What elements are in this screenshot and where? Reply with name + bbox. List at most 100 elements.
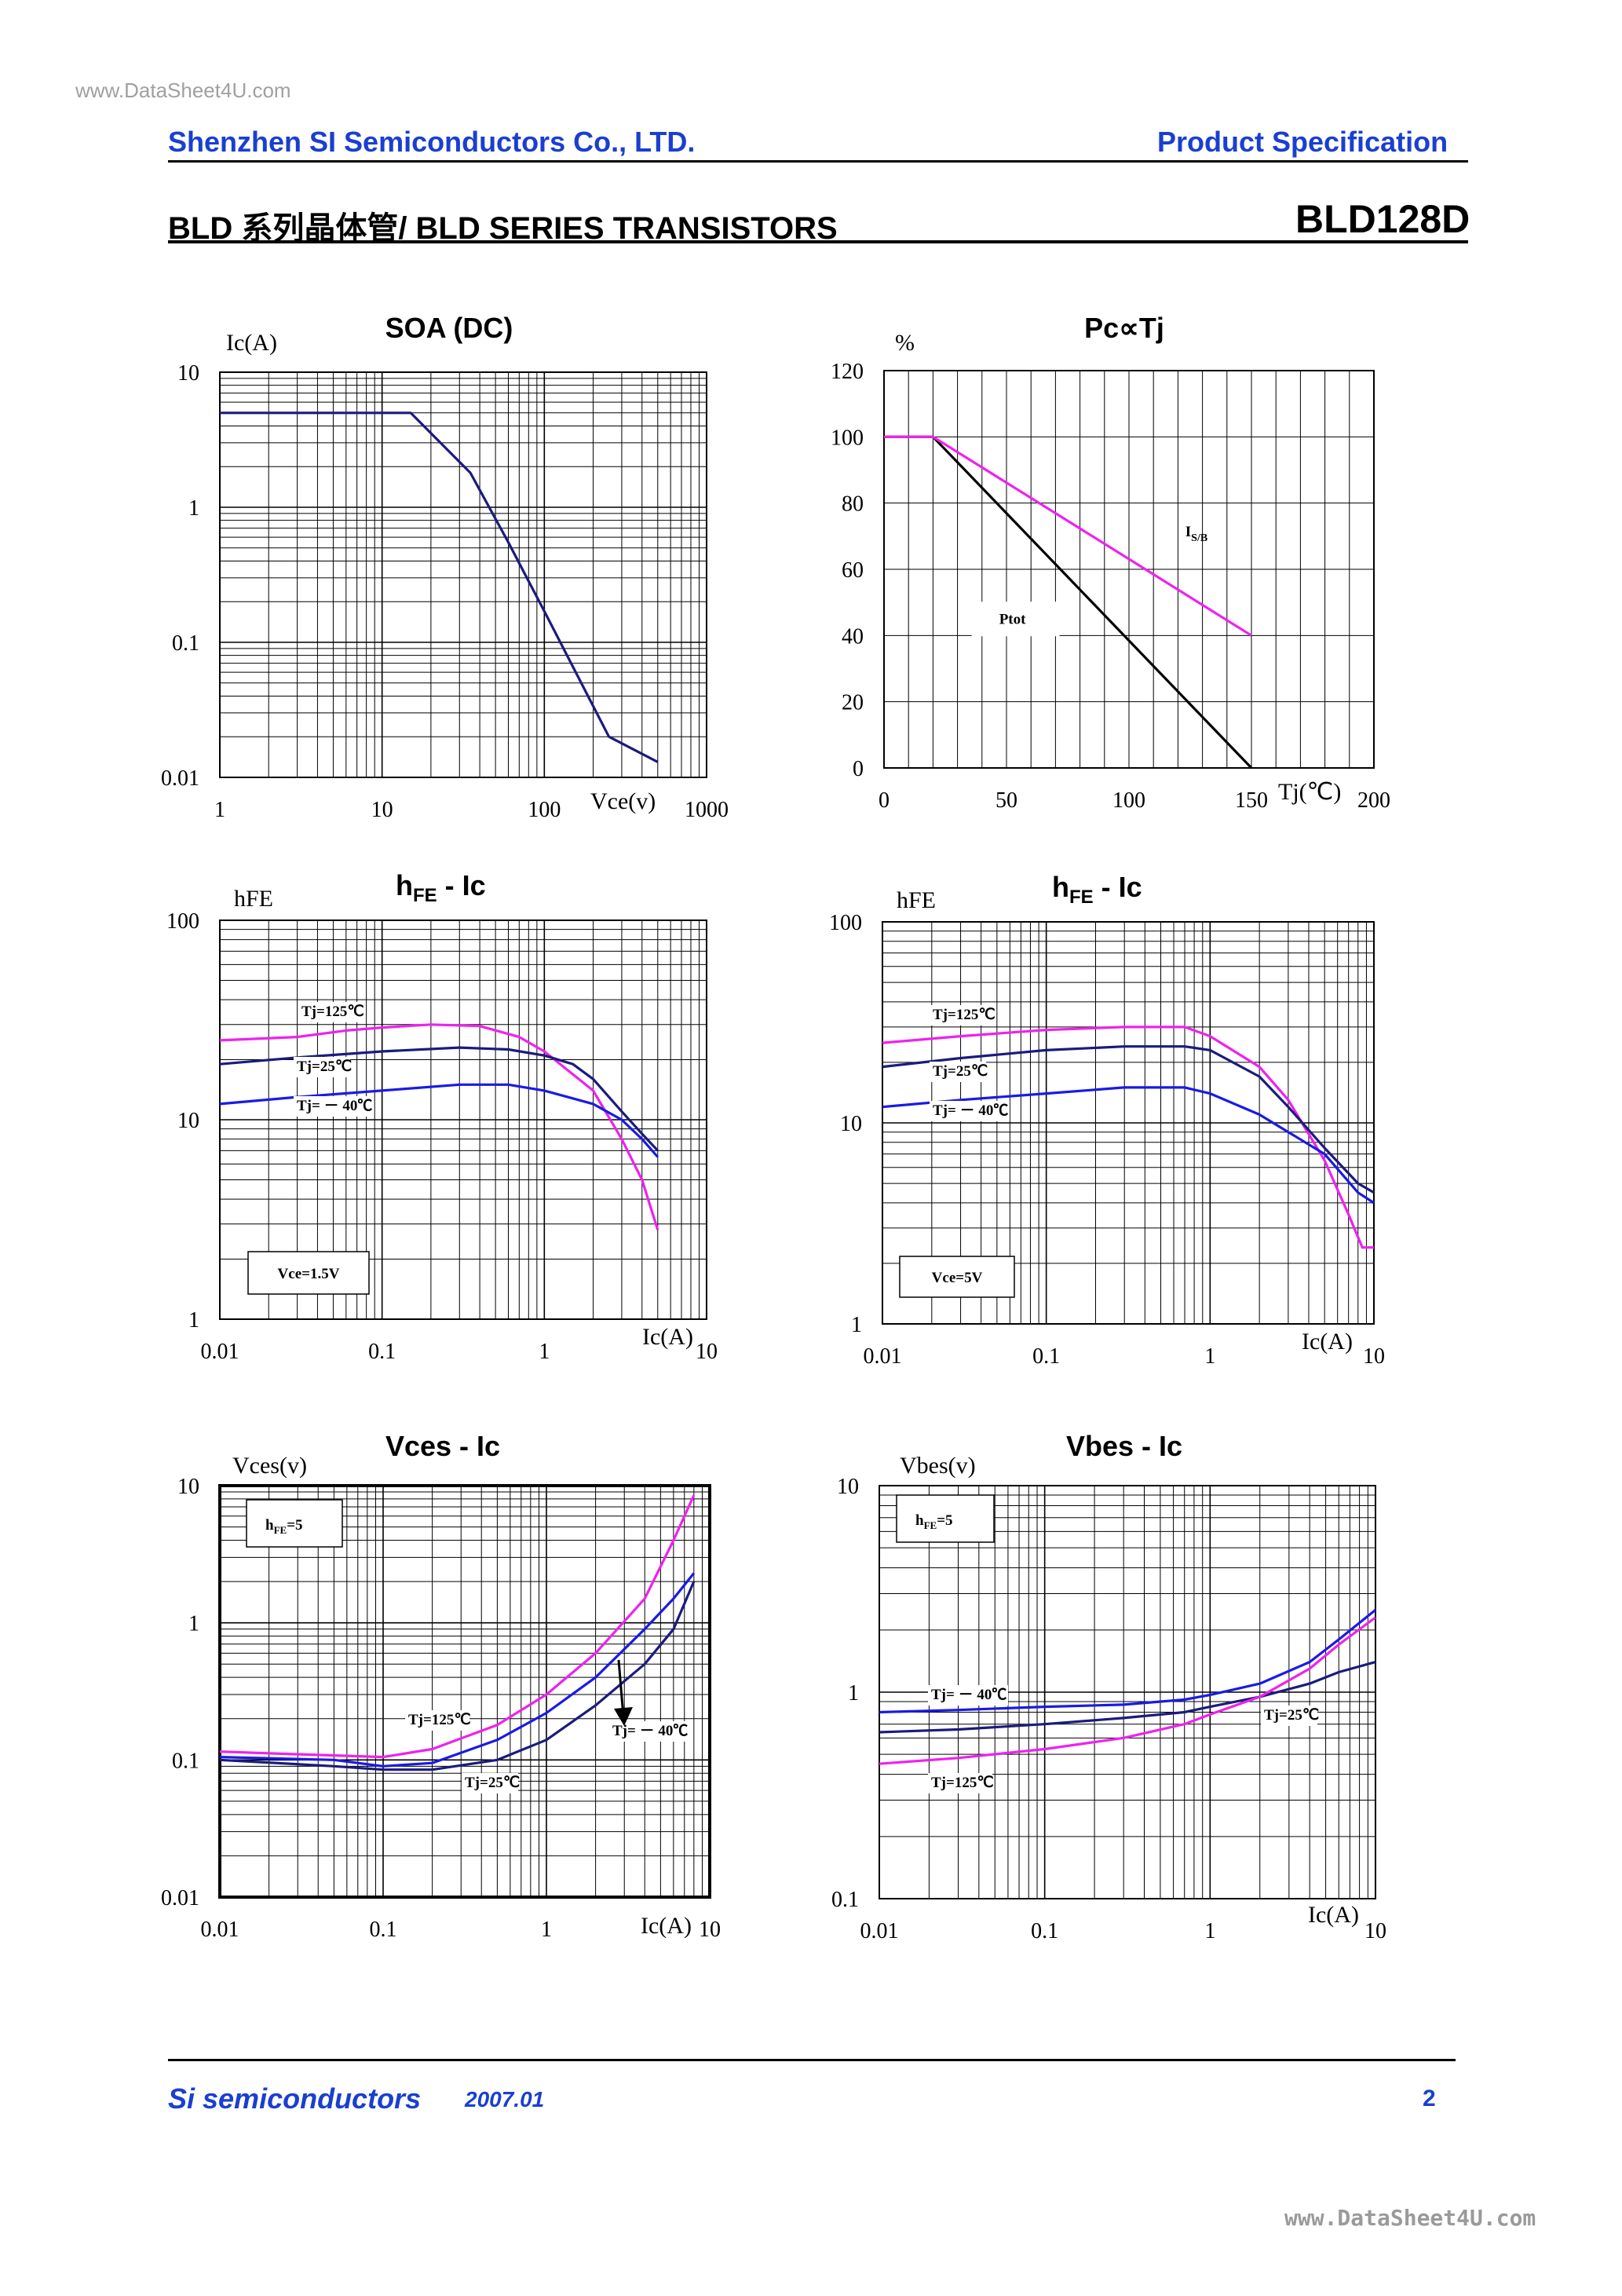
- soa-y-axis-label: Ic(A): [226, 330, 277, 356]
- hfe1-curve-label: Tj= － 40℃: [297, 1098, 372, 1114]
- soa-ytick-label: 1: [188, 496, 199, 521]
- hfe2-curve-label: Tj=25℃: [933, 1063, 988, 1080]
- watermark-top: www.DataSheet4U.com: [75, 79, 291, 102]
- vces-condition-box: [246, 1499, 343, 1548]
- hfe2-series-magenta: [882, 1026, 1374, 1249]
- series-title: BLD 系列晶体管/ BLD SERIES TRANSISTORS: [168, 211, 838, 246]
- hfe2-curve-label-bg: [930, 1062, 986, 1082]
- vbes-xtick-label: 10: [1364, 1919, 1386, 1943]
- vces-condition-label: hFE=5: [265, 1517, 303, 1536]
- pc-x-axis-label: Tj(℃): [1278, 779, 1341, 805]
- pc-xtick-label: 150: [1235, 788, 1268, 813]
- hfe2-curve-label: Tj=125℃: [933, 1007, 995, 1023]
- soa-chart-title: SOA (DC): [385, 312, 513, 344]
- vbes-ytick-label: 10: [837, 1475, 859, 1499]
- vbes-xtick-label: 1: [1204, 1919, 1215, 1943]
- vbes-curve-label: Tj=25℃: [1264, 1707, 1319, 1724]
- hfe1-xtick-label: 0.1: [368, 1340, 396, 1364]
- vbes-x-axis-label: Ic(A): [1308, 1902, 1359, 1928]
- hfe1-series-blue: [219, 1083, 659, 1158]
- watermark-bottom: www.DataSheet4U.com: [1284, 2205, 1536, 2231]
- vces-curve-label-bg: [462, 1773, 518, 1793]
- hfe1-curve-label: Tj=25℃: [297, 1058, 352, 1075]
- pc-xtick-label: 0: [879, 788, 890, 813]
- vces-xtick-label: 10: [699, 1918, 721, 1942]
- hfe1-ytick-label: 1: [188, 1308, 199, 1333]
- page-number: 2: [1423, 2086, 1436, 2111]
- hfe1-series-navy: [219, 1046, 659, 1152]
- vces-ytick-label: 0.01: [161, 1886, 199, 1910]
- vces-curve-label-bg: [609, 1721, 689, 1742]
- hfe1-plot-frame: [219, 919, 707, 1320]
- hfe2-curve-label-bg: [930, 1005, 994, 1026]
- vbes-curve-label-bg: [928, 1773, 992, 1793]
- pc-annotation-isb: IS/B: [1185, 524, 1207, 544]
- hfe1-xtick-label: 1: [539, 1340, 550, 1364]
- footer-rule: [168, 2059, 1456, 2061]
- vces-y-axis-label: Vces(v): [232, 1453, 307, 1479]
- vbes-condition-label: hFE=5: [915, 1512, 953, 1531]
- vbes-curve-label-bg: [928, 1685, 1008, 1706]
- hfe2-ytick-label: 1: [851, 1313, 862, 1337]
- vbes-y-axis-label: Vbes(v): [900, 1453, 976, 1479]
- hfe1-chart-title: hFE - Ic: [396, 869, 486, 906]
- pc-ytick-label: 20: [842, 691, 864, 715]
- pc-xtick-label: 50: [995, 788, 1017, 813]
- hfe2-y-axis-label: hFE: [897, 887, 936, 913]
- vces-curve-label: Tj=25℃: [465, 1775, 520, 1791]
- vbes-series-blue: [879, 1609, 1377, 1714]
- soa-plot-frame: [219, 371, 707, 778]
- vbes-series-navy: [879, 1661, 1376, 1734]
- hfe1-ytick-label: 10: [177, 1109, 199, 1133]
- soa-ytick-label: 0.1: [172, 631, 199, 656]
- hfe1-series-magenta: [219, 1023, 659, 1230]
- vbes-chart-title: Vbes - Ic: [1066, 1430, 1182, 1462]
- hfe1-curve-label-bg: [294, 1057, 350, 1077]
- vces-xtick-label: 1: [541, 1918, 552, 1942]
- hfe2-xtick-label: 0.01: [864, 1344, 902, 1369]
- hfe1-xtick-label: 0.01: [201, 1340, 239, 1364]
- vces-series-blue: [219, 1572, 696, 1768]
- part-number: BLD128D: [1295, 197, 1470, 241]
- soa-xtick-label: 100: [528, 798, 561, 822]
- vces-plot-frame: [218, 1484, 711, 1899]
- pc-series-magenta: [884, 435, 1252, 637]
- pc-ytick-label: 80: [842, 492, 864, 517]
- vces-label-arrow: [617, 1659, 625, 1717]
- vces-series-navy: [219, 1581, 696, 1771]
- pc-ytick-label: 40: [842, 624, 864, 649]
- hfe1-curve-label-bg: [298, 1002, 363, 1022]
- vbes-curve-label: Tj=125℃: [931, 1775, 994, 1791]
- vces-x-axis-label: Ic(A): [641, 1913, 692, 1939]
- hfe1-xtick-label: 10: [696, 1340, 718, 1364]
- vces-series-magenta: [219, 1494, 696, 1759]
- pc-annotation-ptot: Ptot: [999, 611, 1026, 627]
- footer-date: 2007.01: [465, 2087, 545, 2111]
- vbes-condition-box: [896, 1494, 995, 1543]
- pc-chart-title: Pc∝Tj: [1084, 312, 1164, 344]
- vbes-curve-label: Tj= － 40℃: [931, 1687, 1006, 1703]
- vbes-ytick-label: 0.1: [831, 1888, 859, 1912]
- pc-ytick-label: 60: [842, 558, 864, 583]
- title-rule: [168, 240, 1468, 243]
- pc-y-axis-label: %: [895, 330, 915, 356]
- vbes-ytick-label: 1: [848, 1681, 859, 1706]
- hfe2-ytick-label: 10: [840, 1112, 862, 1136]
- hfe1-curve-label-bg: [294, 1096, 374, 1117]
- hfe1-condition-box: [247, 1251, 370, 1295]
- company-name: Shenzhen SI Semiconductors Co., LTD.: [168, 126, 696, 158]
- soa-x-axis-label: Vce(v): [590, 788, 656, 814]
- hfe2-condition-label: Vce=5V: [932, 1270, 983, 1286]
- vces-ytick-label: 10: [177, 1475, 199, 1499]
- hfe2-ytick-label: 100: [829, 911, 862, 935]
- hfe2-curve-label: Tj= － 40℃: [933, 1102, 1008, 1119]
- soa-ytick-label: 0.01: [161, 766, 199, 791]
- pc-annotation-bg: [971, 601, 1060, 637]
- pc-ytick-label: 0: [853, 757, 864, 781]
- hfe2-chart-title: hFE - Ic: [1052, 871, 1142, 908]
- vbes-plot-frame: [879, 1485, 1376, 1899]
- pc-xtick-label: 200: [1357, 788, 1390, 813]
- soa-xtick-label: 1: [214, 798, 225, 822]
- hfe1-y-axis-label: hFE: [234, 886, 273, 912]
